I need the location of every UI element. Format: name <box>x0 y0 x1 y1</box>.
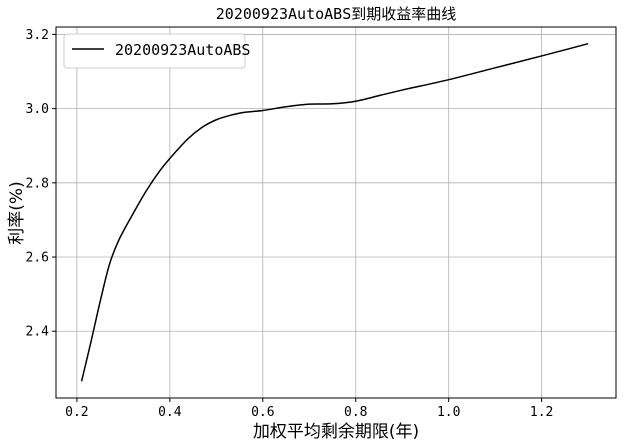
legend: 20200923AutoABS <box>63 33 250 69</box>
grid-lines <box>56 27 616 398</box>
x-tick-label: 0.4 <box>158 405 182 420</box>
series-layer <box>80 42 589 382</box>
x-axis-label: 加权平均剩余期限(年) <box>253 422 419 442</box>
x-tick-label: 0.6 <box>251 405 274 420</box>
x-tick-label: 0.2 <box>65 405 88 420</box>
y-axis-label: 利率(%) <box>7 181 27 244</box>
legend-entry-label: 20200923AutoABS <box>115 41 250 59</box>
legend-box <box>63 33 246 69</box>
y-tick-label: 2.6 <box>26 251 49 266</box>
series-line <box>80 42 589 382</box>
chart-title: 20200923AutoABS到期收益率曲线 <box>216 5 456 23</box>
y-tick-label: 3.0 <box>26 102 49 117</box>
y-tick-label: 3.2 <box>26 28 49 43</box>
plot-frame <box>55 26 617 399</box>
y-tick-label: 2.4 <box>26 325 50 340</box>
y-tick-label: 2.8 <box>26 176 49 191</box>
tick-layer: 0.2 0.4 0.6 0.8 1.0 1.2 2.4 2.6 2.8 3.0 3.2 <box>26 28 554 420</box>
x-tick-label: 1.2 <box>530 405 553 420</box>
x-tick-label: 0.8 <box>344 405 367 420</box>
x-tick-label: 1.0 <box>437 405 460 420</box>
